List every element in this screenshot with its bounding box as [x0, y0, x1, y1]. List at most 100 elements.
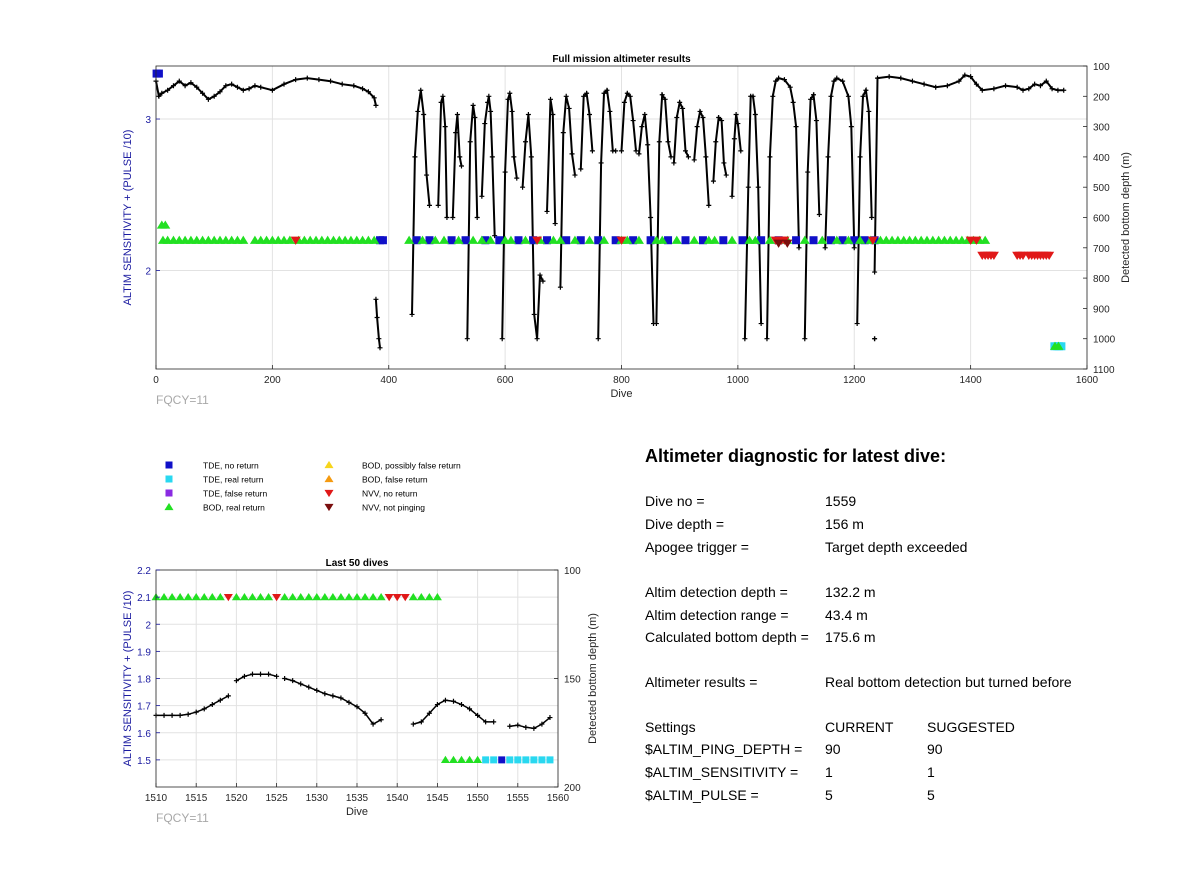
- altimeter-marker: [485, 235, 496, 244]
- altimeter-marker: [344, 592, 354, 601]
- altimeter-marker: [664, 236, 673, 245]
- altimeter-marker: [404, 235, 415, 244]
- altimeter-marker: [522, 756, 530, 764]
- depth-point: [182, 83, 188, 89]
- altimeter-marker: [408, 592, 418, 601]
- depth-point: [857, 154, 863, 160]
- chart-title: Last 50 dives: [326, 558, 389, 569]
- diagnostic-value: 156 m: [825, 516, 864, 532]
- depth-point: [822, 245, 828, 251]
- diagnostic-label: Dive no =: [645, 493, 705, 509]
- altimeter-marker: [328, 592, 338, 601]
- depth-point: [793, 124, 799, 130]
- altimeter-marker: [439, 235, 450, 244]
- depth-point: [486, 93, 492, 99]
- altimeter-marker: [646, 236, 655, 245]
- depth-point: [306, 684, 312, 690]
- altimeter-marker: [569, 235, 580, 244]
- altimeter-marker: [782, 239, 793, 248]
- diagnostic-label: Altim detection range =: [645, 607, 789, 623]
- depth-point: [483, 719, 489, 725]
- depth-point: [193, 709, 199, 715]
- depth-point: [544, 208, 550, 214]
- depth-point: [362, 710, 368, 716]
- depth-point: [274, 673, 280, 679]
- legend-label: TDE, false return: [203, 489, 268, 499]
- depth-point: [482, 121, 488, 127]
- depth-point: [898, 75, 904, 81]
- depth-point: [539, 721, 545, 727]
- altimeter-marker: [447, 236, 456, 245]
- altimeter-marker: [304, 592, 314, 601]
- depth-point: [531, 311, 537, 317]
- altimeter-marker: [850, 236, 859, 245]
- depth-point: [201, 706, 207, 712]
- depth-point: [241, 673, 247, 679]
- legend-label: NVV, no return: [362, 489, 418, 499]
- diagnostic-value: 132.2 m: [825, 584, 876, 600]
- altimeter-marker: [239, 592, 249, 601]
- depth-point: [418, 87, 424, 93]
- depth-point: [595, 336, 601, 342]
- depth-point: [566, 105, 572, 111]
- depth-point: [586, 111, 592, 117]
- y-left-tick-label: 1.9: [137, 647, 151, 658]
- depth-point: [979, 87, 985, 93]
- depth-series-line: [374, 299, 381, 348]
- depth-point: [540, 278, 546, 284]
- depth-point: [706, 202, 712, 208]
- depth-point: [488, 108, 494, 114]
- depth-point: [636, 151, 642, 157]
- depth-point: [339, 81, 345, 87]
- altimeter-marker: [855, 235, 866, 244]
- depth-point: [514, 175, 520, 181]
- depth-point: [813, 118, 819, 124]
- depth-point: [816, 211, 822, 217]
- depth-point: [973, 81, 979, 87]
- altimeter-marker: [424, 592, 434, 601]
- y-left-tick-label: 2.2: [137, 566, 151, 577]
- altimeter-marker: [867, 236, 878, 245]
- altimeter-marker: [400, 593, 410, 602]
- altimeter-marker: [709, 235, 720, 244]
- depth-point: [1043, 78, 1049, 84]
- legend-label: TDE, no return: [203, 461, 259, 471]
- depth-point: [467, 706, 473, 712]
- depth-point: [453, 130, 459, 136]
- setting-name: $ALTIM_PULSE =: [645, 787, 759, 803]
- altimeter-marker: [532, 236, 543, 245]
- depth-point: [619, 148, 624, 154]
- depth-point: [418, 719, 424, 725]
- depth-point: [627, 93, 633, 99]
- depth-point: [233, 678, 239, 684]
- altimeter-marker: [543, 236, 552, 245]
- depth-point: [733, 111, 739, 117]
- depth-point: [269, 87, 275, 93]
- x-tick-label: 600: [497, 375, 514, 386]
- depth-point: [569, 151, 575, 157]
- depth-point: [234, 84, 240, 90]
- depth-point: [805, 169, 811, 175]
- depth-point: [581, 93, 587, 99]
- x-tick-label: 1510: [145, 793, 168, 804]
- x-tick-label: 1550: [466, 793, 489, 804]
- altimeter-marker: [764, 235, 775, 244]
- altimeter-marker: [175, 592, 185, 601]
- depth-point: [668, 154, 674, 160]
- depth-point: [875, 75, 881, 81]
- chart-title: Full mission altimeter results: [552, 54, 691, 65]
- altimeter-marker: [290, 236, 301, 245]
- altimeter-marker: [160, 220, 171, 229]
- diagnostic-value: 175.6 m: [825, 629, 876, 645]
- depth-point: [548, 96, 554, 102]
- depth-point: [534, 336, 540, 342]
- altimeter-marker: [576, 236, 585, 245]
- x-tick-label: 1600: [1076, 375, 1099, 386]
- depth-point: [811, 92, 817, 98]
- depth-point: [621, 99, 627, 105]
- depth-point: [697, 108, 703, 114]
- depth-point: [694, 124, 700, 130]
- depth-point: [872, 269, 878, 275]
- altimeter-marker: [1057, 342, 1066, 351]
- depth-point: [223, 83, 229, 89]
